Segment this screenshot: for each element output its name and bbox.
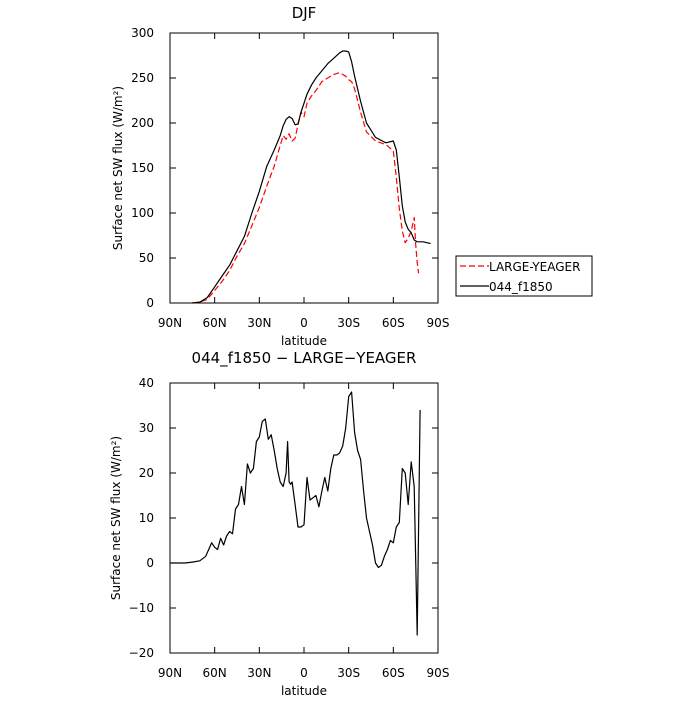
bottom-y-tick-label: 30 [139, 421, 154, 435]
legend-box [455, 255, 593, 297]
top-series-line-044-f1850 [192, 50, 431, 304]
top-x-tick-label: 60S [382, 316, 405, 330]
top-y-tick-label: 300 [131, 26, 154, 40]
bottom-y-ticks: −20 −10 0 10 20 30 40 [129, 376, 438, 660]
bottom-title: 044_f1850 − LARGE−YEAGER [192, 349, 417, 368]
top-y-tick-label: 200 [131, 116, 154, 130]
bottom-x-label: latitude [281, 684, 327, 698]
top-x-tick-label: 30N [247, 316, 271, 330]
top-legend: LARGE-YEAGER 044_f1850 [455, 255, 593, 297]
top-x-tick-label: 60N [203, 316, 227, 330]
top-x-label: latitude [281, 334, 327, 348]
bottom-data-lines [170, 391, 421, 636]
top-y-tick-label: 100 [131, 206, 154, 220]
top-x-tick-label: 90S [427, 316, 450, 330]
bottom-y-tick-label: 40 [139, 376, 154, 390]
top-y-ticks: 0 50 100 150 200 250 300 [131, 26, 438, 310]
top-y-tick-label: 0 [146, 296, 154, 310]
bottom-x-tick-label: 60N [203, 666, 227, 680]
top-y-tick-label: 250 [131, 71, 154, 85]
bottom-y-label: Surface net SW flux (W/m²) [109, 436, 123, 600]
bottom-y-tick-label: 10 [139, 511, 154, 525]
top-x-tick-label: 30S [337, 316, 360, 330]
bottom-x-tick-label: 0 [300, 666, 308, 680]
bottom-panel: 044_f1850 − LARGE−YEAGER 90N 60N 30N 0 30S 60… [109, 349, 449, 698]
top-y-tick-label: 50 [139, 251, 154, 265]
bottom-x-tick-label: 30N [247, 666, 271, 680]
top-data-lines [192, 50, 431, 304]
top-title: DJF [292, 4, 317, 22]
bottom-y-tick-label: −10 [129, 601, 154, 615]
bottom-y-tick-label: 20 [139, 466, 154, 480]
bottom-y-tick-label: 0 [146, 556, 154, 570]
bottom-x-tick-label: 30S [337, 666, 360, 680]
top-series-line-large-yeager [192, 71, 420, 304]
bottom-x-tick-label: 90N [158, 666, 182, 680]
legend-label-044-f1850: 044_f1850 [489, 280, 553, 294]
bottom-y-tick-label: −20 [129, 646, 154, 660]
top-x-ticks: 90N 60N 30N 0 30S 60S 90S [158, 33, 450, 330]
top-x-tick-label: 90N [158, 316, 182, 330]
top-y-tick-label: 150 [131, 161, 154, 175]
top-y-label: Surface net SW flux (W/m²) [111, 86, 125, 250]
bottom-x-tick-label: 60S [382, 666, 405, 680]
top-panel: DJF 90N 60N 30N 0 30S 60S 90S 0 50 100 150 200 250 3… [111, 4, 593, 348]
bottom-x-tick-label: 90S [427, 666, 450, 680]
bottom-x-ticks: 90N 60N 30N 0 30S 60S 90S [158, 383, 450, 680]
legend-label-large-yeager: LARGE-YEAGER [489, 260, 580, 274]
bottom-series-line-difference [170, 391, 421, 636]
top-x-tick-label: 0 [300, 316, 308, 330]
